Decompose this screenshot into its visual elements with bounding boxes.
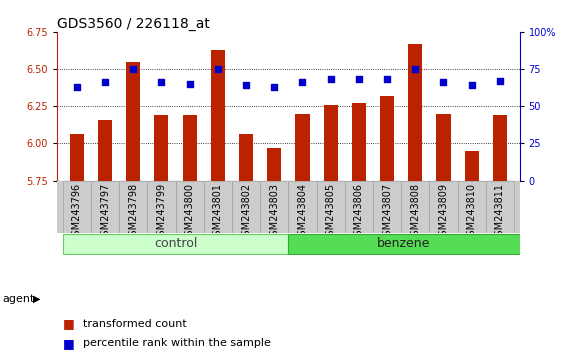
Bar [401,181,429,233]
Text: GSM243805: GSM243805 [325,183,336,242]
Bar [288,181,316,233]
Text: GSM243802: GSM243802 [241,183,251,242]
Text: GSM243799: GSM243799 [156,183,167,242]
Bar [147,181,175,233]
Bar [380,96,394,181]
Text: GSM243796: GSM243796 [72,183,82,242]
Text: GSM243804: GSM243804 [297,183,307,242]
Point [185,81,194,87]
Text: percentile rank within the sample: percentile rank within the sample [83,338,271,348]
Bar [175,181,204,233]
Text: ▶: ▶ [33,294,41,304]
Bar [486,181,514,233]
Text: GSM243800: GSM243800 [184,183,195,242]
Bar [211,50,225,181]
Bar [63,181,91,233]
Bar [267,148,282,181]
Text: ■: ■ [63,318,75,330]
Point [242,82,251,88]
Text: GSM243801: GSM243801 [213,183,223,242]
Text: control: control [154,237,197,250]
Text: GDS3560 / 226118_at: GDS3560 / 226118_at [57,17,210,31]
Text: agent: agent [3,294,35,304]
Bar [408,44,423,181]
Bar [493,115,507,181]
Text: ■: ■ [63,337,75,350]
Text: GSM243806: GSM243806 [354,183,364,242]
Bar [204,181,232,233]
Bar [232,181,260,233]
Text: GSM243809: GSM243809 [439,183,448,242]
Point [411,66,420,72]
Text: GSM243803: GSM243803 [270,183,279,242]
Bar [154,115,168,181]
Text: benzene: benzene [377,237,431,250]
Point [270,84,279,90]
Point [298,80,307,85]
Bar [260,181,288,233]
Bar [465,151,478,181]
Bar [316,181,345,233]
Bar [429,181,457,233]
Text: GSM243808: GSM243808 [410,183,420,242]
Bar [373,181,401,233]
Point [100,80,110,85]
Bar [436,114,451,181]
Bar [119,181,147,233]
Bar [295,114,309,181]
Bar [324,105,337,181]
Point [326,76,335,82]
Point [354,76,363,82]
Point [128,66,138,72]
Bar [288,234,520,254]
Point [73,84,82,90]
Text: GSM243807: GSM243807 [382,183,392,242]
Bar [98,120,112,181]
Bar [457,181,486,233]
Point [383,76,392,82]
Bar [63,234,288,254]
Text: GSM243811: GSM243811 [495,183,505,242]
Point [214,66,223,72]
Bar [352,103,366,181]
Bar [345,181,373,233]
Bar [126,62,140,181]
Point [495,78,504,84]
Text: GSM243797: GSM243797 [100,183,110,242]
Text: transformed count: transformed count [83,319,187,329]
Point [467,82,476,88]
Text: GSM243798: GSM243798 [128,183,138,242]
Text: GSM243810: GSM243810 [467,183,477,242]
Point [439,80,448,85]
Bar [239,135,253,181]
Point [157,80,166,85]
Bar [183,115,196,181]
Bar [70,135,84,181]
Bar [91,181,119,233]
